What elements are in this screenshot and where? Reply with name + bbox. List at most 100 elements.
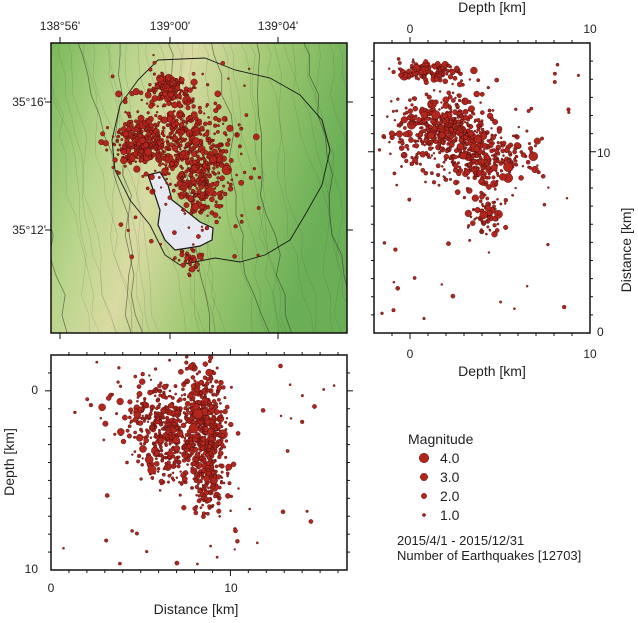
map-quake [252,133,260,141]
ns-quake [235,431,241,436]
ew-quake [390,100,393,103]
legend-marker-4.0 [419,453,430,464]
ew-quake [486,215,491,220]
legend-title: Magnitude [408,431,474,447]
map-quake [207,120,212,126]
map-quake [169,121,173,125]
ns-quake [222,445,227,449]
ns-quake [193,379,197,383]
ns-quake [149,436,153,440]
ns-quake [164,443,168,448]
ns-quake [183,393,187,397]
map-quake [116,134,121,139]
map-quake [195,265,199,269]
map-quake [177,172,183,178]
ns-quake [187,392,194,399]
ns-quake [199,506,203,510]
ns-quake [211,340,213,342]
map-quake [169,161,175,167]
ew-quake [445,149,449,154]
ew-quake [433,157,437,160]
ns-quake [102,420,109,427]
map-quake [178,132,183,137]
ew-quake [459,151,468,160]
ew-quake [540,173,546,179]
ew-quake [492,204,496,209]
ew-quake [499,169,504,173]
ew-quake [479,91,485,97]
map-quake [178,111,183,117]
map-quake [226,138,231,142]
ew-quake [411,68,416,73]
ew-quake [526,109,531,113]
map-quake [195,178,200,183]
map-quake [202,157,207,162]
ns-quake [126,433,132,439]
map-quake [120,156,128,165]
map-quake [205,178,208,182]
ns-quake [211,416,216,420]
ew-quake [496,222,500,226]
ew-quake [468,238,472,242]
ew-quake [463,120,467,124]
map-quake [123,164,127,168]
map-quake [232,254,237,259]
map-quake [183,202,190,208]
ns-quake [224,404,230,410]
ns-quake [186,419,190,423]
ns-quake [136,453,142,459]
ns-quake [136,459,141,464]
magnitude-legend: Magnitude 4.0 3.0 2.0 1.0 [408,431,474,523]
ew-quake [442,68,447,73]
ew-quake [416,139,420,143]
map-quake [164,156,170,161]
ns-quake [199,488,202,491]
ew-quake [479,194,485,200]
ew-quake [426,117,431,121]
ns-quake [143,442,147,446]
ew-quake [411,60,415,64]
ew-quake [451,139,456,144]
map-quake [222,131,227,136]
map-quake [131,145,136,149]
map-quake [176,180,183,187]
ew-quake [488,162,492,166]
ns-quake [192,477,196,481]
map-quake [158,86,161,90]
map-quake [155,144,158,147]
map-quake [213,101,218,106]
map-quake [140,98,143,102]
ew-quake [473,171,478,175]
ns-quake [196,562,199,566]
map-quake [186,144,190,148]
ew-quake [470,139,474,144]
ew-quake [511,134,515,138]
ns-quake [149,378,153,381]
ns-quake [198,469,202,473]
ew-quake [421,118,427,124]
map-quake [188,140,192,145]
map-quake [175,118,179,123]
ns-quake [206,389,210,393]
map-quake [149,129,153,134]
ns-quake [186,463,189,466]
ns-quake [204,381,210,386]
map-quake [256,253,260,257]
ew-quake [494,77,499,83]
map-quake [116,148,120,152]
map-quake [196,150,200,154]
map-quake [223,191,228,197]
ew-quake [496,128,502,134]
map-quake [205,173,209,176]
ew-quake [473,129,477,133]
ns-quake [227,481,232,486]
ew-quake [514,162,519,167]
map-quake [159,186,163,189]
ns-quake [136,384,142,389]
ns-quake [187,436,191,440]
map-quake [190,78,198,86]
ns-quake [157,411,161,415]
ns-quake [139,477,143,481]
ew-quake [469,215,473,219]
map-quake [178,91,182,95]
